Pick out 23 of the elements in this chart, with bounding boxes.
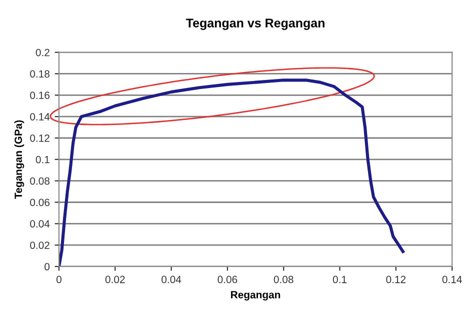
- line-series: [58, 78, 404, 267]
- y-tick-label: 0.14: [30, 113, 50, 120]
- y-tick-label: 0.1: [36, 156, 50, 164]
- x-tick-label: 0.14: [442, 276, 462, 284]
- x-tick-label: 0.12: [386, 276, 406, 284]
- x-axis-title: Regangan: [231, 291, 280, 301]
- y-tick-label: 0.02: [30, 242, 50, 249]
- x-tick-label: 0.1: [332, 276, 346, 284]
- x-tick-label: 0.02: [105, 276, 125, 284]
- y-tick-label: 0.08: [30, 177, 50, 185]
- x-tick-label: 0.04: [162, 276, 182, 284]
- y-axis-title: Tegangan (GPa): [14, 120, 24, 199]
- y-tick-label: 0.18: [30, 70, 50, 78]
- y-tick-label: 0.2: [36, 48, 50, 56]
- x-tick-label: 0.06: [218, 276, 238, 284]
- y-tick-label: 0.12: [30, 134, 50, 142]
- y-tick-label: 0: [44, 263, 50, 270]
- chart-title: Tegangan vs Regangan: [186, 18, 324, 30]
- y-tick-label: 0.16: [30, 92, 50, 100]
- x-tick-label: 0: [56, 276, 62, 284]
- y-tick-label: 0.04: [30, 220, 50, 228]
- x-tick-label: 0.08: [274, 276, 294, 284]
- y-tick-label: 0.06: [30, 198, 50, 206]
